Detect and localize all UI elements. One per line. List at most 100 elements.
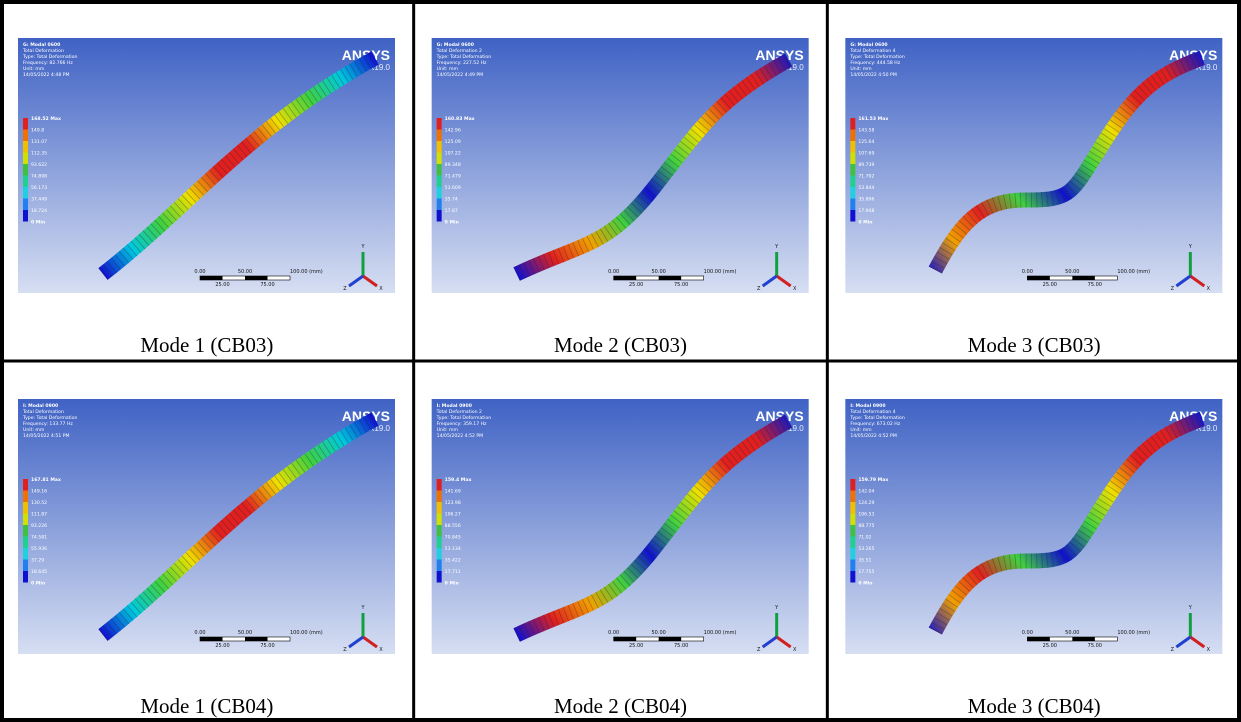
render-header: Total Deformation 4 [849,48,895,54]
legend-label: 0 Min [858,581,872,587]
beam [928,411,1205,635]
legend-label: 124.29 [858,500,874,506]
triad-z [348,635,364,649]
render-header: I: Modal 0900 [850,403,885,409]
scale-label: 100.00 (mm) [704,630,737,636]
legend-label: 0 Min [445,220,459,226]
legend-label: 159.79 Max [858,477,888,483]
legend-label: 93.226 [31,523,47,529]
legend-label: 0 Min [445,581,459,587]
triad-x [775,635,792,649]
triad-label: Y [1188,605,1193,611]
triad-x [362,635,378,649]
render-header: Unit: mm [23,66,45,72]
scale-label: 50.00 [1065,630,1079,636]
legend-swatch [850,210,856,222]
legend-swatch [23,479,28,491]
legend-label: 143.58 [858,128,874,134]
render-header: G: Modal 0600 [437,42,474,48]
legend-label: 89.348 [445,162,461,168]
logo: ANSYS [755,408,803,424]
scale-label: 25.00 [215,282,229,288]
render-header: Type: Total Deformation [849,415,905,421]
legend-swatch [436,559,442,571]
legend-swatch [436,129,442,141]
render-header: Type: Total Deformation [22,415,78,421]
scale-label: 25.00 [629,282,643,288]
render-header: 14/05/2022 4:52 PM [850,433,896,439]
scale-label: 100.00 (mm) [1117,269,1150,275]
legend-swatch [436,141,442,153]
legend-swatch [850,198,856,210]
triad-label: Y [1188,244,1193,250]
scale-label: 75.00 [260,282,274,288]
legend-label: 53.844 [858,185,874,191]
scale-label: 75.00 [674,643,688,649]
render-header: Type: Total Deformation [849,54,905,60]
scale-bar-fill [245,637,268,641]
scale-label: 75.00 [1088,643,1102,649]
render-header: 14/05/2022 4:51 PM [23,433,69,439]
legend-label: 107.22 [445,151,461,157]
scale-label: 50.00 [652,630,666,636]
legend-swatch [23,118,28,130]
scale-bar-fill [613,637,637,641]
triad-label: Z [1171,647,1175,653]
triad-z [348,274,364,288]
legend-swatch [23,198,28,210]
legend-swatch [436,175,442,187]
legend-label: 35.74 [445,197,458,203]
legend-swatch [436,164,442,176]
logo: ANSYS [755,47,803,63]
render-header: I: Modal 0900 [437,403,472,409]
scale-bar [613,636,704,642]
triad-x [775,274,792,288]
scale-bar-fill [658,637,682,641]
version: R19.0 [369,63,391,72]
caption: Mode 1 (CB03) [140,333,273,357]
legend-label: 130.52 [31,500,47,506]
legend-label: 56.173 [31,185,47,191]
legend-label: 74.581 [31,535,47,541]
triad-label: Z [343,286,347,292]
scale-label: 0.00 [1022,269,1033,275]
legend-label: 55.936 [31,546,47,552]
render-header: 14/05/2022 4:49 PM [437,72,483,78]
legend-swatch [850,536,856,548]
render-header: G: Modal 0600 [850,42,887,48]
triad-label: Y [360,605,365,611]
legend-label: 88.775 [858,523,874,529]
legend-swatch [850,175,856,187]
render-header: Frequency: 133.77 Hz [23,421,73,427]
scale-label: 25.00 [1043,282,1057,288]
legend-swatch [23,210,28,222]
triad-label: Y [774,244,779,250]
scale-label: 75.00 [674,282,688,288]
scale-label: 0.00 [194,630,205,636]
triad-label: Y [360,244,365,250]
legend-swatch [23,175,28,187]
legend-label: 89.739 [858,162,874,168]
legend-label: 107.69 [858,151,874,157]
render-header: Unit: mm [437,427,459,433]
beam [513,53,793,281]
legend-label: 123.98 [445,500,461,506]
legend-swatch [436,548,442,560]
legend-swatch [850,479,856,491]
scale-label: 100.00 (mm) [290,269,323,275]
caption: Mode 3 (CB04) [968,694,1101,718]
render-header: Total Deformation [22,409,64,415]
legend-swatch [850,164,856,176]
legend-swatch [23,164,28,176]
scale-label: 0.00 [1022,630,1033,636]
version: R19.0 [782,63,804,72]
legend-label: 17.755 [858,569,874,575]
legend-swatch [436,187,442,199]
render-header: Type: Total Deformation [436,415,492,421]
triad-label: Z [757,647,761,653]
legend-swatch [23,559,28,571]
legend-swatch [436,210,442,222]
legend-label: 161.53 Max [858,116,888,122]
